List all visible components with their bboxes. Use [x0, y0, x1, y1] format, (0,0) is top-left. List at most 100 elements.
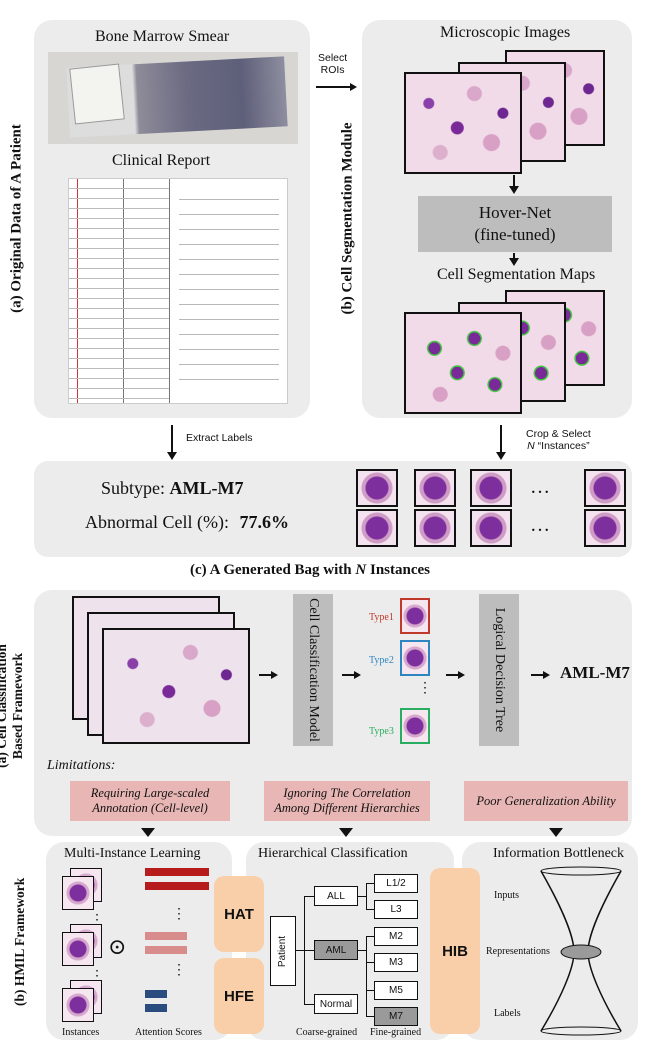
- panel-a-label: (a) Original Data of A Patient: [8, 124, 25, 313]
- attention-bar-blue: [145, 990, 167, 998]
- tree-to-result-line: [531, 674, 545, 676]
- bag-caption: (c) A Generated Bag with N Instances: [190, 562, 430, 579]
- ib-panel: [462, 842, 638, 1040]
- select-rois-label: Select ROIs: [318, 52, 347, 76]
- hc-title: Hierarchical Classification: [258, 846, 408, 861]
- hib-box: HIB: [430, 868, 480, 1034]
- micro-to-hovernet-head: [509, 186, 519, 194]
- aml-node: AML: [314, 940, 358, 960]
- to-l3: [366, 909, 374, 910]
- crop-select-line2: N “Instances”: [526, 440, 591, 452]
- m2-node: M2: [374, 927, 418, 946]
- crop-select-instances: “Instances”: [534, 440, 590, 452]
- patient-text: Patient: [277, 935, 289, 967]
- instance-cell: [414, 469, 456, 507]
- limitation-1-line2: Annotation (Cell-level): [92, 801, 208, 815]
- limitation-annotation: Requiring Large-scaled Annotation (Cell-…: [70, 781, 230, 821]
- instance-cell: [584, 509, 626, 547]
- abnormal-label: Abnormal Cell (%):: [85, 512, 229, 532]
- crop-select-n: N: [527, 440, 535, 452]
- to-m7: [366, 1016, 374, 1017]
- clinical-report-document: [68, 178, 288, 404]
- mil-instance: [62, 932, 94, 966]
- instance-cell: [584, 469, 626, 507]
- hovernet-line1: Hover-Net: [478, 203, 552, 222]
- type3-cell: [400, 708, 430, 744]
- model-to-types-line: [342, 674, 356, 676]
- extract-labels-head: [167, 452, 177, 460]
- smear-1: [102, 628, 250, 744]
- hat-box: HAT: [214, 876, 264, 952]
- extract-labels-text: Extract Labels: [186, 432, 253, 444]
- all-branch-h: [358, 896, 366, 897]
- select-rois-text: Select ROIs: [318, 52, 348, 76]
- aml-branch-v: [366, 936, 367, 1016]
- crop-select-text: Crop & Select N “Instances”: [526, 428, 591, 452]
- odot-symbol: ⊙: [108, 934, 127, 959]
- type3-label: Type3: [369, 726, 394, 737]
- limit3-arrow: [549, 828, 563, 837]
- abnormal-value: 77.6%: [239, 512, 289, 532]
- ib-inputs-label: Inputs: [494, 890, 519, 901]
- crop-select-head: [496, 452, 506, 460]
- to-m3: [366, 962, 374, 963]
- limitation-2-line1: Ignoring The Correlation: [283, 786, 411, 800]
- model-to-types-head: [354, 671, 361, 679]
- subtype-label: Subtype:: [101, 478, 166, 498]
- limitation-correlation: Ignoring The Correlation Among Different…: [264, 781, 430, 821]
- instance-cell: [356, 469, 398, 507]
- type1-label: Type1: [369, 612, 394, 623]
- hourglass-icon: [540, 866, 622, 1036]
- crop-select-line: [500, 425, 502, 453]
- patient-branch-h: [296, 950, 304, 951]
- microscopic-images-title: Microscopic Images: [440, 24, 571, 41]
- bag-ellipsis-bottom: …: [530, 514, 550, 536]
- attention-bar-red: [145, 882, 209, 890]
- m3-node: M3: [374, 953, 418, 972]
- hovernet-box: Hover-Net (fine-tuned): [418, 196, 612, 252]
- l12-node: L1/2: [374, 874, 418, 893]
- bag-ellipsis-top: …: [530, 476, 550, 498]
- mil-instance: [62, 988, 94, 1022]
- fine-grained-label: Fine-grained: [370, 1027, 422, 1038]
- hovernet-to-maps-head: [509, 258, 519, 266]
- ib-representations-label: Representations: [486, 946, 550, 957]
- attention-scores-label: Attention Scores: [135, 1027, 202, 1038]
- seg-map-1: [404, 312, 522, 414]
- clinical-report-title: Clinical Report: [112, 152, 211, 169]
- instance-cell: [356, 509, 398, 547]
- slide-image: [48, 52, 298, 144]
- crop-select-line1: Crop & Select: [526, 428, 591, 440]
- type2-cell: [400, 640, 430, 676]
- cell-class-framework-label: (a) Cell Classification Based Framework: [0, 626, 26, 786]
- type1-cell: [400, 598, 430, 634]
- attention-bar-blue: [145, 1004, 167, 1012]
- instance-cell: [470, 509, 512, 547]
- types-to-tree-head: [458, 671, 465, 679]
- l3-node: L3: [374, 900, 418, 919]
- hovernet-line2: (fine-tuned): [474, 225, 556, 244]
- cell-class-framework-line1: (a) Cell Classification: [0, 644, 9, 768]
- mil-title: Multi-Instance Learning: [64, 846, 201, 861]
- caption-post: Instances: [366, 562, 431, 578]
- limitation-2-line2: Among Different Hierarchies: [274, 801, 420, 815]
- smear-to-model-head: [271, 671, 278, 679]
- caption-pre: (c) A Generated Bag with: [190, 562, 356, 578]
- to-l12: [366, 883, 374, 884]
- limitation-1-line1: Requiring Large-scaled: [90, 786, 210, 800]
- caption-n: N: [355, 562, 367, 578]
- logical-tree-box: Logical Decision Tree: [479, 594, 519, 746]
- limitations-label: Limitations:: [47, 758, 116, 773]
- cell-class-model-box: Cell Classification Model: [293, 594, 333, 746]
- tree-to-result-head: [543, 671, 550, 679]
- cell-class-model-text: Cell Classification Model: [306, 598, 321, 742]
- limit2-arrow: [339, 828, 353, 837]
- patient-node: Patient: [270, 916, 296, 986]
- m5-node: M5: [374, 981, 418, 1000]
- types-vdots: ⋮: [418, 681, 432, 696]
- hmil-label: (b) HMIL Framework: [12, 877, 27, 1006]
- coarse-grained-label: Coarse-grained: [296, 1027, 358, 1038]
- select-rois-arrow-head: [350, 83, 357, 91]
- all-branch-v: [366, 883, 367, 909]
- select-rois-arrow-line: [316, 86, 352, 88]
